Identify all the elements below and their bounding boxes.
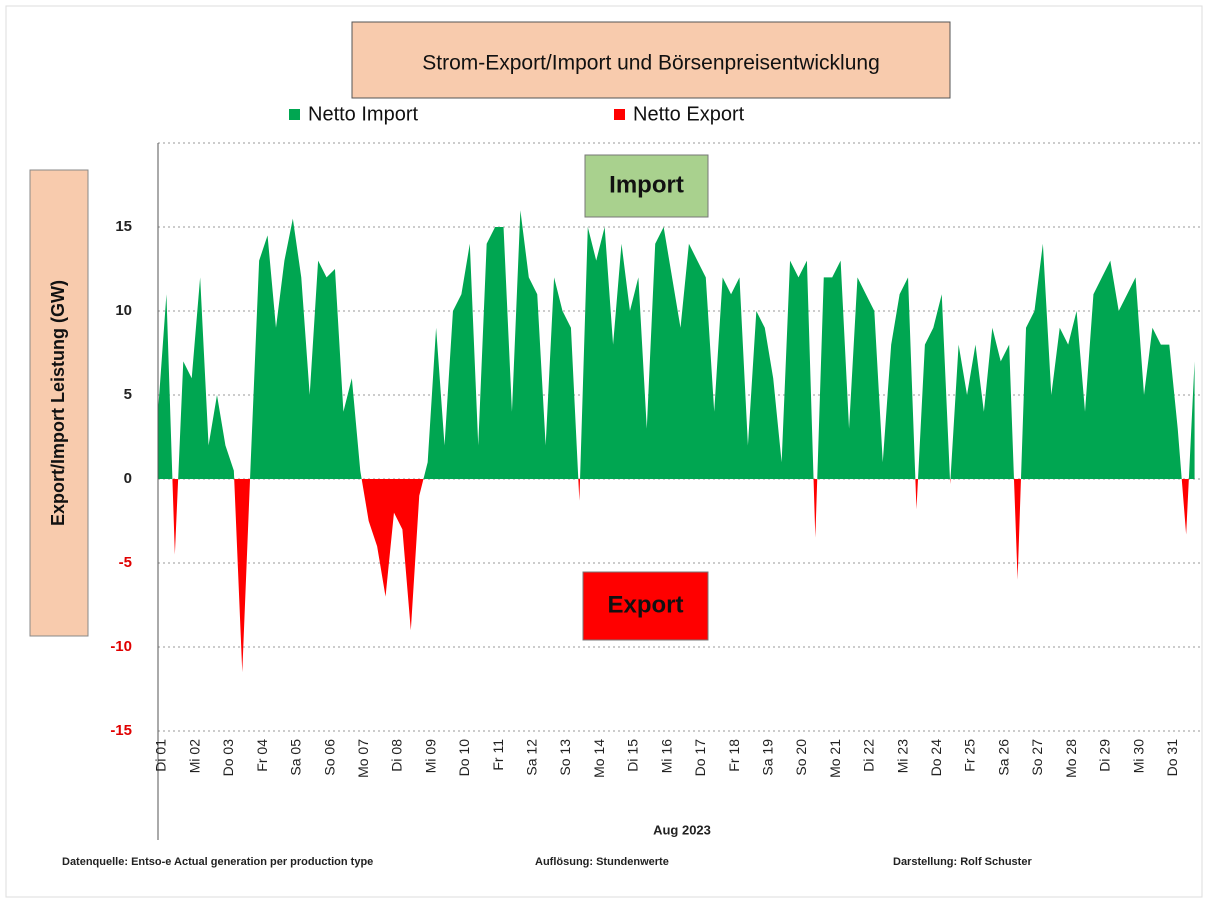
y-axis-label: Export/Import Leistung (GW) <box>48 280 68 526</box>
x-tick-label: Di 08 <box>389 739 405 772</box>
x-tick-label: Do 31 <box>1164 739 1180 777</box>
y-tick-label: 15 <box>115 218 132 235</box>
x-tick-label: Di 01 <box>153 739 169 772</box>
y-tick-label: -5 <box>119 554 132 571</box>
annotation-text: Export <box>607 591 683 618</box>
x-tick-label: Mi 02 <box>186 739 202 773</box>
x-tick-label: Mo 07 <box>355 739 371 778</box>
x-tick-label: Fr 25 <box>962 739 978 772</box>
x-tick-label: Do 24 <box>928 739 944 777</box>
x-tick-label: Sa 26 <box>995 739 1011 776</box>
x-tick-label: Fr 18 <box>726 739 742 772</box>
x-tick-label: Do 10 <box>456 739 472 777</box>
x-tick-label: So 13 <box>557 739 573 776</box>
footer-text: Auflösung: Stundenwerte <box>535 856 669 868</box>
x-tick-label: Sa 05 <box>288 739 304 776</box>
chart-title: Strom-Export/Import und Börsenpreisentwi… <box>422 52 880 75</box>
x-tick-label: Do 17 <box>692 739 708 777</box>
x-axis-label: Aug 2023 <box>653 822 711 837</box>
y-tick-label: -10 <box>110 638 132 655</box>
legend-swatch <box>614 109 625 120</box>
x-tick-label: Mi 09 <box>422 739 438 773</box>
x-tick-label: Mi 23 <box>894 739 910 773</box>
import-area <box>158 210 1195 479</box>
y-tick-label: 10 <box>115 302 132 319</box>
annotation-box <box>584 154 709 218</box>
x-tick-label: Fr 04 <box>254 739 270 772</box>
x-tick-label: Sa 19 <box>759 739 775 776</box>
y-tick-label: -15 <box>110 722 132 739</box>
x-tick-label: Sa 12 <box>524 739 540 776</box>
x-tick-label: Mi 30 <box>1130 739 1146 773</box>
x-tick-label: Di 15 <box>625 739 641 772</box>
export-area <box>158 479 1195 673</box>
legend-swatch <box>289 109 300 120</box>
x-tick-label: Mo 21 <box>827 739 843 778</box>
x-tick-label: So 27 <box>1029 739 1045 776</box>
x-tick-label: Mo 14 <box>591 739 607 778</box>
legend-label: Netto Export <box>633 103 745 125</box>
annotation-box <box>582 571 709 641</box>
footer-text: Darstellung: Rolf Schuster <box>893 856 1032 868</box>
legend-label: Netto Import <box>308 103 418 125</box>
x-tick-label: Mi 16 <box>658 739 674 773</box>
x-tick-label: Mo 28 <box>1063 739 1079 778</box>
y-tick-label: 0 <box>124 470 132 487</box>
x-tick-label: Di 29 <box>1097 739 1113 772</box>
y-label-box <box>29 169 89 637</box>
x-tick-label: So 20 <box>793 739 809 776</box>
x-tick-label: Di 22 <box>861 739 877 772</box>
y-tick-label: 5 <box>124 386 132 403</box>
x-tick-label: So 06 <box>321 739 337 776</box>
title-box <box>351 21 951 99</box>
footer-text: Datenquelle: Entso-e Actual generation p… <box>62 856 373 868</box>
x-tick-label: Fr 11 <box>490 739 506 771</box>
x-tick-label: Do 03 <box>220 739 236 777</box>
annotation-text: Import <box>609 171 684 198</box>
